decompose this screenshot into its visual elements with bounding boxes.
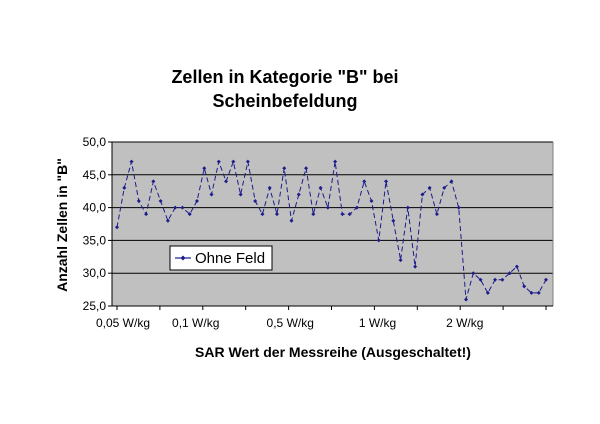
legend: Ohne Feld xyxy=(169,245,273,271)
data-point xyxy=(376,238,381,243)
x-axis-ticks: 0,05 W/kg 0,1 W/kg 0,5 W/kg 1 W/kg 2 W/kg xyxy=(96,306,547,330)
data-point xyxy=(311,212,316,217)
data-point xyxy=(318,185,323,190)
data-point xyxy=(180,205,185,210)
data-point xyxy=(187,212,192,217)
data-point xyxy=(129,159,134,164)
data-point xyxy=(507,271,512,276)
series-markers xyxy=(115,159,548,302)
data-point xyxy=(442,185,447,190)
data-point xyxy=(340,212,345,217)
data-point xyxy=(529,290,534,295)
y-tick-label: 35,0 xyxy=(83,233,107,247)
data-point xyxy=(260,212,265,217)
data-point xyxy=(325,205,330,210)
data-point xyxy=(536,290,541,295)
x-tick-label: 0,05 W/kg xyxy=(96,316,150,330)
data-point xyxy=(362,179,367,184)
x-tick-label: 0,1 W/kg xyxy=(172,316,219,330)
data-point xyxy=(209,192,214,197)
data-point xyxy=(304,166,309,171)
legend-label: Ohne Feld xyxy=(195,250,265,267)
data-point xyxy=(478,277,483,282)
y-tick-label: 40,0 xyxy=(83,201,107,215)
data-point xyxy=(544,277,548,282)
data-point xyxy=(224,179,229,184)
data-point xyxy=(500,277,505,282)
data-point xyxy=(369,199,374,204)
data-point xyxy=(413,264,418,269)
data-point xyxy=(144,212,149,217)
data-point xyxy=(136,199,141,204)
data-point xyxy=(115,225,119,230)
data-point xyxy=(289,218,294,223)
series-line-ohne-feld xyxy=(116,159,547,300)
x-tick-label: 2 W/kg xyxy=(446,316,483,330)
data-point xyxy=(493,277,498,282)
data-point xyxy=(296,192,301,197)
data-point xyxy=(165,218,170,223)
data-point xyxy=(245,159,250,164)
data-point xyxy=(231,159,236,164)
chart-title-line-2: Scheinbefeldung xyxy=(212,91,357,111)
plot-area xyxy=(112,142,553,306)
data-point xyxy=(122,185,127,190)
data-point xyxy=(202,166,207,171)
data-point xyxy=(194,199,199,204)
x-axis-title: SAR Wert der Messreihe (Ausgeschaltet!) xyxy=(195,344,471,360)
data-point xyxy=(464,297,469,302)
data-point xyxy=(434,212,439,217)
y-axis-title: Anzahl Zellen in "B" xyxy=(54,158,70,292)
data-point xyxy=(158,199,163,204)
x-tick-label: 0,5 W/kg xyxy=(267,316,314,330)
data-point xyxy=(282,166,287,171)
gridlines xyxy=(112,141,554,306)
data-point xyxy=(456,205,461,210)
data-point xyxy=(216,159,221,164)
y-tick-label: 50,0 xyxy=(83,135,107,149)
data-point xyxy=(274,212,279,217)
data-point xyxy=(485,290,490,295)
x-tick-label: 1 W/kg xyxy=(359,316,396,330)
data-point xyxy=(354,205,359,210)
data-point xyxy=(384,179,389,184)
data-point xyxy=(427,185,432,190)
data-point xyxy=(398,258,403,263)
data-point xyxy=(151,179,156,184)
y-tick-label: 45,0 xyxy=(83,168,107,182)
y-tick-label: 25,0 xyxy=(83,299,107,313)
data-point xyxy=(471,271,476,276)
y-tick-label: 30,0 xyxy=(83,266,107,280)
data-point xyxy=(253,199,258,204)
data-point xyxy=(333,159,338,164)
data-point xyxy=(238,192,243,197)
data-point xyxy=(405,205,410,210)
chart-title-line-1: Zellen in Kategorie "B" bei xyxy=(171,67,398,87)
data-point xyxy=(391,218,396,223)
data-point xyxy=(449,179,454,184)
data-point xyxy=(173,205,178,210)
data-point xyxy=(514,264,519,269)
y-axis-ticks: 25,0 30,0 35,0 40,0 45,0 50,0 xyxy=(83,135,112,313)
legend-swatch-marker xyxy=(180,255,186,261)
data-point xyxy=(522,284,527,289)
data-point xyxy=(420,192,425,197)
data-point xyxy=(347,212,352,217)
data-point xyxy=(267,185,272,190)
